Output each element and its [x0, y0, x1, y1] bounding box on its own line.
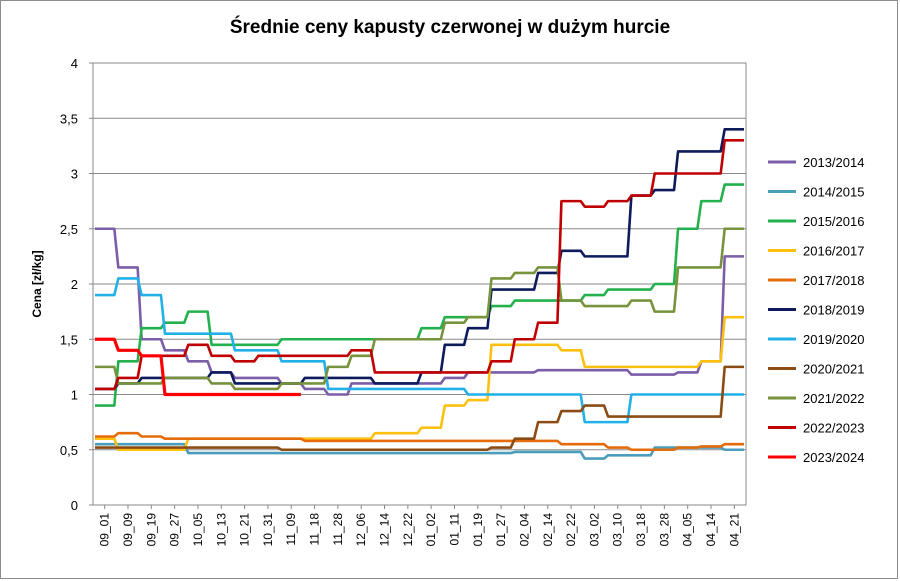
- x-tick-label: 02_04: [517, 513, 531, 547]
- x-tick-label: 12_06: [354, 513, 368, 547]
- series-line-2017-2018: [95, 431, 744, 452]
- series-line-2022-2023: [95, 139, 744, 391]
- y-tick-label: 2: [71, 277, 78, 292]
- series-lines: [95, 128, 744, 460]
- x-tick-label: 04_21: [727, 513, 741, 547]
- legend-label: 2014/2015: [803, 185, 864, 200]
- y-tick-label: 0,5: [60, 443, 78, 458]
- x-tick-label: 03_10: [611, 513, 625, 547]
- series-line-2015-2016: [95, 183, 744, 407]
- x-tick-label: 09_27: [168, 513, 182, 547]
- x-tick-label: 09_09: [121, 513, 135, 547]
- x-tick-label: 04_05: [681, 513, 695, 547]
- legend: 2013/2014 2014/2015 2015/2016 2016/2017 2017…: [768, 155, 864, 465]
- legend-label: 2017/2018: [803, 273, 864, 288]
- legend-label: 2019/2020: [803, 332, 864, 347]
- legend-label: 2018/2019: [803, 303, 864, 318]
- series-line-2020-2021: [95, 365, 744, 452]
- series-line-2021-2022: [95, 227, 744, 391]
- x-tick-label: 03_28: [657, 513, 671, 547]
- legend-label: 2023/2024: [803, 450, 864, 465]
- y-axis-label: Cena [zł/kg]: [30, 250, 44, 317]
- x-tick-label: 11_09: [284, 513, 298, 546]
- legend-label: 2016/2017: [803, 244, 864, 259]
- x-tick-label: 12_22: [401, 513, 415, 547]
- x-axis-ticks: 09_01 09_09 09_19 09_27 10_05 10_13 10_21 10_31…: [98, 505, 741, 547]
- x-tick-label: 09_01: [98, 513, 112, 547]
- x-tick-label: 11_18: [308, 513, 322, 546]
- x-tick-label: 02_22: [564, 513, 578, 547]
- legend-label: 2021/2022: [803, 391, 864, 406]
- x-tick-label: 09_19: [144, 513, 158, 547]
- y-tick-label: 1: [71, 388, 78, 403]
- legend-label: 2020/2021: [803, 362, 864, 377]
- x-tick-label: 10_31: [261, 513, 275, 547]
- x-tick-label: 10_05: [191, 513, 205, 547]
- x-tick-label: 10_21: [238, 513, 252, 547]
- legend-label: 2022/2023: [803, 421, 864, 436]
- y-tick-label: 0: [71, 498, 78, 513]
- x-tick-label: 11_28: [331, 513, 345, 546]
- x-tick-label: 01_19: [471, 513, 485, 547]
- y-axis-ticks: 0 0,5 1 1,5 2 2,5 3 3,5 4: [60, 56, 93, 513]
- y-tick-label: 3: [71, 167, 78, 182]
- y-tick-label: 1,5: [60, 332, 78, 347]
- y-tick-label: 4: [71, 56, 78, 71]
- x-tick-label: 10_13: [214, 513, 228, 547]
- legend-label: 2015/2016: [803, 214, 864, 229]
- x-tick-label: 02_14: [541, 513, 555, 547]
- x-tick-label: 03_18: [634, 513, 648, 547]
- y-tick-label: 3,5: [60, 111, 78, 126]
- x-tick-label: 01_02: [424, 513, 438, 547]
- x-tick-label: 12_14: [378, 513, 392, 547]
- legend-label: 2013/2014: [803, 155, 864, 170]
- x-tick-label: 01_27: [494, 513, 508, 547]
- series-line-2023-2024: [95, 337, 301, 397]
- y-tick-label: 2,5: [60, 222, 78, 237]
- x-tick-label: 03_02: [587, 513, 601, 547]
- series-line-2013-2014: [95, 227, 744, 396]
- x-tick-label: 01_11: [447, 513, 461, 546]
- chart-title: Średnie ceny kapusty czerwonej w dużym h…: [229, 17, 671, 38]
- series-line-2014-2015: [95, 442, 744, 460]
- series-line-2019-2020: [95, 277, 744, 424]
- x-tick-label: 04_14: [704, 513, 718, 547]
